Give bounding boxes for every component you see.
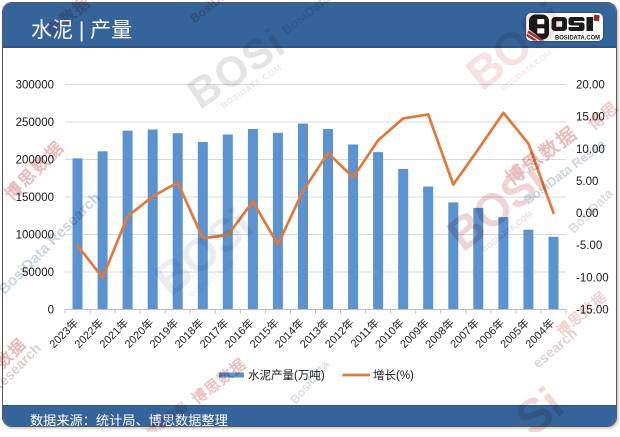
svg-text:15.00: 15.00 (576, 112, 605, 124)
svg-text:20.00: 20.00 (576, 80, 605, 92)
svg-text:250000: 250000 (16, 117, 54, 129)
svg-text:200000: 200000 (16, 155, 54, 167)
svg-text:5.00: 5.00 (576, 176, 598, 188)
svg-text:300000: 300000 (16, 80, 54, 92)
svg-text:-10.00: -10.00 (576, 272, 609, 284)
svg-text:10.00: 10.00 (576, 144, 605, 156)
svg-text:-5.00: -5.00 (576, 240, 602, 252)
svg-text:100000: 100000 (16, 230, 54, 242)
svg-text:0: 0 (48, 305, 54, 317)
svg-text:2004年: 2004年 (522, 316, 557, 351)
svg-text:BOSIDATA.COM: BOSIDATA.COM (555, 34, 600, 41)
svg-text:150000: 150000 (16, 192, 54, 204)
svg-text:0.00: 0.00 (576, 208, 598, 220)
svg-text:水泥产量(万吨): 水泥产量(万吨) (248, 368, 325, 382)
svg-text:50000: 50000 (22, 267, 54, 279)
svg-text:增长(%): 增长(%) (373, 368, 414, 382)
svg-text:-15.00: -15.00 (576, 305, 609, 317)
